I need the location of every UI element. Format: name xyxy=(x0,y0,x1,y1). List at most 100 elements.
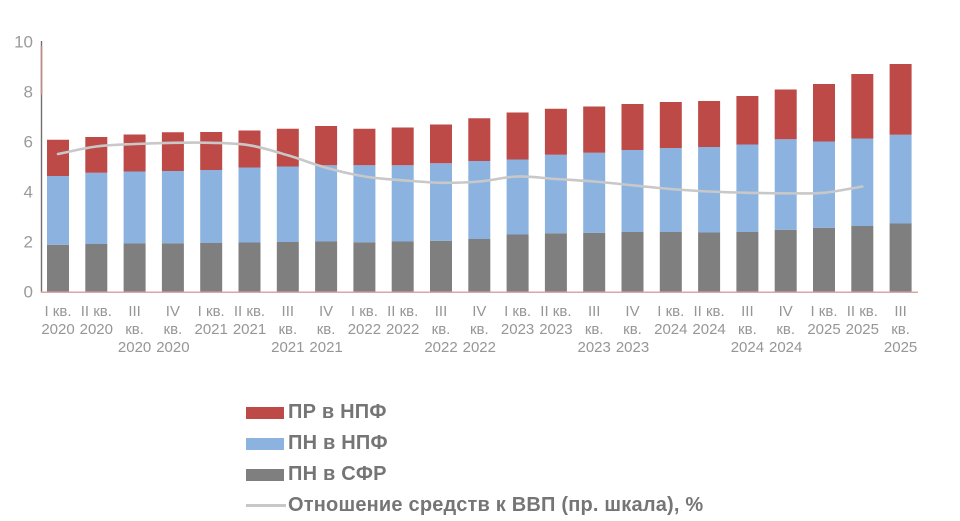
y-axis-tick-label: 6 xyxy=(24,133,33,152)
bar-segment-bar-bottom-q10 xyxy=(391,241,414,292)
x-axis-tick-label-q15: III кв. 2023 xyxy=(578,303,611,356)
bar-segment-bar-bottom-q22 xyxy=(851,226,874,292)
bar-segment-bar-bottom-q4 xyxy=(161,243,184,292)
bar-segment-bar-bottom-q14 xyxy=(544,233,567,292)
legend-item-pr-npf: ПР в НПФ xyxy=(246,397,703,428)
y-axis-tick-label: 0 xyxy=(24,283,33,302)
bar-segment-bar-bottom-q23 xyxy=(889,223,912,292)
x-axis-tick-label-q16: IV кв. 2023 xyxy=(616,303,649,356)
x-axis-tick-label-q8: IV кв. 2021 xyxy=(309,303,342,356)
x-axis-tick-label-q3: III кв. 2020 xyxy=(118,303,151,356)
bar-segment-bar-middle-q21 xyxy=(813,141,835,228)
bar-segment-bar-bottom-q12 xyxy=(468,239,491,292)
bar-segment-bar-top-q16 xyxy=(621,104,644,150)
bar-segment-bar-top-q7 xyxy=(276,128,299,167)
bar-segment-bar-top-q15 xyxy=(583,106,606,153)
y-axis-tick-label: 2 xyxy=(24,233,33,252)
bar-segment-bar-bottom-q20 xyxy=(774,229,797,292)
x-axis-tick-label-q10: II кв. 2022 xyxy=(386,303,419,338)
bar-segment-bar-middle-q3 xyxy=(123,171,146,244)
x-axis-tick-label-q20: IV кв. 2024 xyxy=(769,303,802,356)
bar-segment-bar-top-q19 xyxy=(736,96,759,145)
x-axis-tick-label-q5: I кв. 2021 xyxy=(195,303,228,338)
bar-segment-bar-middle-q23 xyxy=(889,134,912,224)
x-axis-tick-label-q17: I кв. 2024 xyxy=(654,303,687,338)
bar-segment-bar-bottom-q6 xyxy=(238,242,261,292)
bar-segment-bar-bottom-q1 xyxy=(47,244,69,292)
bar-segment-bar-top-q9 xyxy=(353,128,376,166)
bar-segment-bar-bottom-q13 xyxy=(506,234,529,292)
bar-segment-bar-middle-q6 xyxy=(238,167,261,243)
bar-segment-bar-middle-q13 xyxy=(506,159,529,235)
bar-segment-bar-middle-q16 xyxy=(621,150,644,232)
x-axis-tick-label-q12: IV кв. 2022 xyxy=(463,303,496,356)
bar-segment-bar-top-q8 xyxy=(315,126,338,166)
legend-item-pn-npf: ПН в НПФ xyxy=(246,428,703,459)
bar-segment-bar-bottom-q11 xyxy=(430,240,452,292)
bar-segment-bar-middle-q2 xyxy=(85,172,108,244)
bar-segment-bar-top-q4 xyxy=(161,132,184,171)
bar-segment-bar-bottom-q7 xyxy=(276,242,299,292)
bar-segment-bar-middle-q5 xyxy=(200,170,223,243)
bar-segment-bar-top-q22 xyxy=(851,74,874,139)
x-axis-tick-label-q23: III кв. 2025 xyxy=(884,303,917,356)
legend-item-pn-sfr: ПН в СФР xyxy=(246,459,703,490)
x-axis-tick-label-q9: I кв. 2022 xyxy=(348,303,381,338)
bar-segment-bar-middle-q7 xyxy=(276,166,299,242)
bar-segment-bar-bottom-q16 xyxy=(621,232,644,292)
bar-segment-bar-top-q1 xyxy=(47,139,69,176)
x-axis-tick-label-q1: I кв. 2020 xyxy=(41,303,74,338)
legend-item-gdp-ratio-line: Отношение средств к ВВП (пр. шкала), % xyxy=(246,490,703,521)
x-axis-tick-label-q21: I кв. 2025 xyxy=(807,303,840,338)
bar-segment-bar-bottom-q5 xyxy=(200,243,223,292)
bar-segment-bar-top-q23 xyxy=(889,64,912,135)
bar-segment-bar-top-q12 xyxy=(468,118,491,161)
y-axis-tick-label: 8 xyxy=(24,83,33,102)
x-axis-tick-label-q19: III кв. 2024 xyxy=(731,303,764,356)
bar-segment-bar-top-q17 xyxy=(659,102,682,148)
bar-segment-bar-bottom-q9 xyxy=(353,242,376,292)
bar-segment-bar-middle-q14 xyxy=(544,154,567,234)
bar-segment-bar-top-q2 xyxy=(85,137,108,173)
bar-segment-bar-middle-q22 xyxy=(851,138,874,226)
bar-segment-bar-middle-q20 xyxy=(774,139,797,230)
bar-segment-bar-middle-q4 xyxy=(161,171,184,244)
bar-segment-bar-top-q10 xyxy=(391,127,414,166)
bar-segment-bar-bottom-q17 xyxy=(659,232,682,292)
bar-segment-bar-bottom-q2 xyxy=(85,244,108,292)
x-axis-tick-label-q11: III кв. 2022 xyxy=(424,303,457,356)
legend-swatch-gdp-line-icon xyxy=(246,504,286,507)
legend-label-pn-sfr: ПН в СФР xyxy=(288,463,387,485)
bar-segment-bar-middle-q15 xyxy=(583,152,606,233)
bar-segment-bar-bottom-q18 xyxy=(698,232,721,292)
legend-swatch-pn-sfr-icon xyxy=(246,468,284,481)
x-axis-tick-label-q6: II кв. 2021 xyxy=(233,303,266,338)
bar-segment-bar-bottom-q19 xyxy=(736,232,759,292)
bar-segment-bar-top-q21 xyxy=(813,84,835,142)
x-axis-tick-label-q2: II кв. 2020 xyxy=(80,303,113,338)
bar-segment-bar-middle-q12 xyxy=(468,161,491,239)
bar-segment-bar-top-q5 xyxy=(200,132,223,170)
bar-segment-bar-bottom-q15 xyxy=(583,232,606,292)
x-axis-tick-label-q22: II кв. 2025 xyxy=(846,303,879,338)
bar-segment-bar-middle-q11 xyxy=(430,163,452,241)
x-axis-tick-label-q14: II кв. 2023 xyxy=(539,303,572,338)
bar-segment-bar-middle-q19 xyxy=(736,144,759,232)
legend-swatch-pr-npf-icon xyxy=(246,406,284,419)
bar-segment-bar-middle-q10 xyxy=(391,165,414,242)
bar-segment-bar-top-q18 xyxy=(698,101,721,147)
gdp-ratio-line xyxy=(56,141,864,195)
bar-segment-bar-middle-q9 xyxy=(353,165,376,243)
x-axis-tick-label-q18: II кв. 2024 xyxy=(692,303,725,338)
y-axis-tick-label: 4 xyxy=(24,183,33,202)
bar-segment-bar-middle-q8 xyxy=(315,165,338,242)
bar-segment-bar-top-q3 xyxy=(123,134,146,172)
x-axis-tick-label-q13: I кв. 2023 xyxy=(501,303,534,338)
bar-segment-bar-middle-q1 xyxy=(47,176,69,245)
x-axis-tick-label-q4: IV кв. 2020 xyxy=(156,303,189,356)
bar-segment-bar-top-q6 xyxy=(238,130,261,168)
bar-segment-bar-middle-q18 xyxy=(698,147,721,233)
bar-segment-bar-top-q11 xyxy=(430,124,452,164)
bar-segment-bar-top-q13 xyxy=(506,112,529,160)
